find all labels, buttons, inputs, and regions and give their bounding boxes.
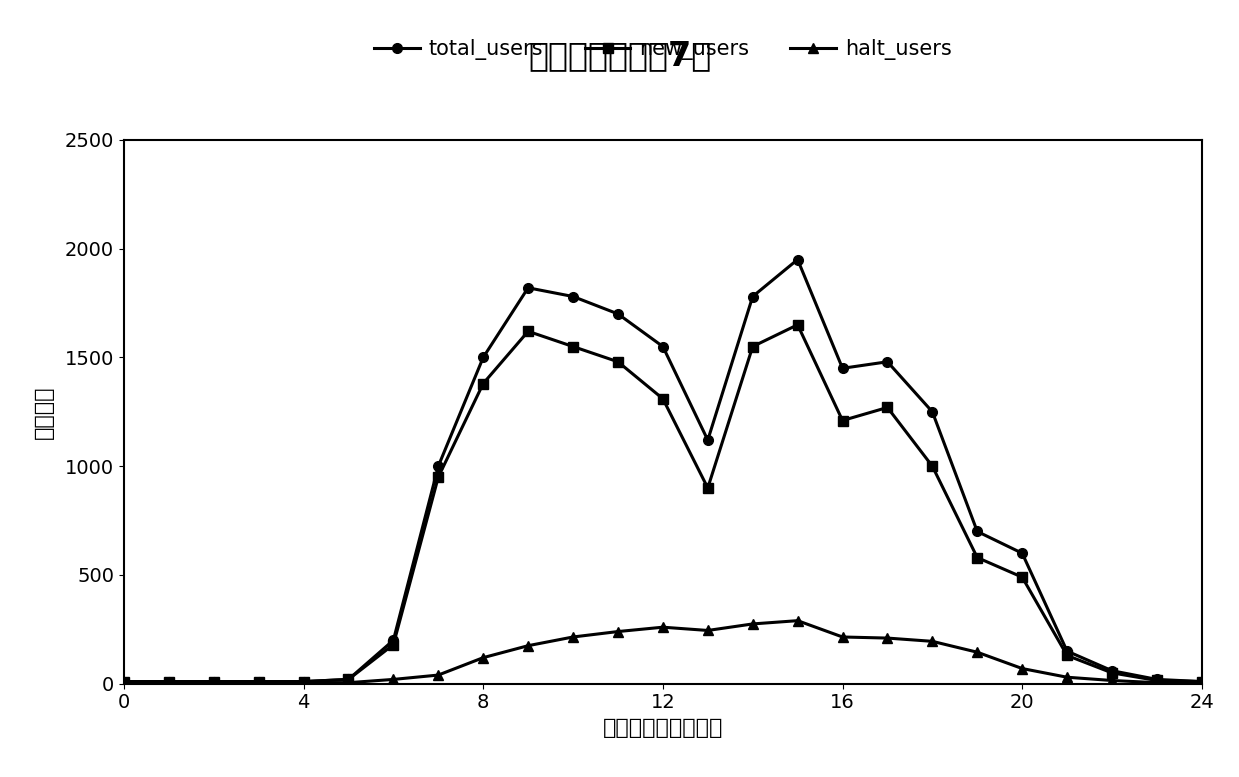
new_users: [252, 677, 266, 686]
halt_users: [611, 627, 626, 636]
new_users: [385, 640, 400, 650]
total_users: [206, 677, 221, 686]
total_users: [565, 292, 580, 301]
halt_users: [206, 678, 221, 688]
new_users: [296, 677, 311, 686]
halt_users: [341, 678, 356, 688]
halt_users: [1015, 664, 1030, 673]
halt_users: [790, 616, 805, 625]
new_users: [835, 416, 850, 425]
total_users: [835, 364, 850, 373]
total_users: [970, 527, 985, 536]
total_users: [880, 357, 895, 367]
Legend: total_users, new_users, halt_users: total_users, new_users, halt_users: [366, 30, 960, 68]
halt_users: [252, 678, 266, 688]
new_users: [700, 483, 715, 493]
new_users: [924, 462, 939, 471]
X-axis label: 一日内时间（小时）: 一日内时间（小时）: [602, 718, 724, 738]
halt_users: [565, 632, 580, 642]
halt_users: [431, 671, 446, 680]
new_users: [611, 357, 626, 367]
total_users: [924, 407, 939, 416]
halt_users: [745, 619, 760, 629]
total_users: [1015, 549, 1030, 558]
total_users: [611, 309, 626, 319]
halt_users: [1150, 678, 1165, 688]
new_users: [431, 472, 446, 482]
total_users: [1150, 674, 1165, 684]
halt_users: [476, 653, 491, 662]
halt_users: [880, 633, 895, 643]
new_users: [880, 402, 895, 412]
new_users: [1059, 651, 1074, 660]
new_users: [116, 677, 131, 686]
new_users: [565, 342, 580, 351]
new_users: [970, 553, 985, 563]
Line: new_users: new_users: [119, 320, 1207, 686]
total_users: [1104, 666, 1119, 675]
total_users: [116, 677, 131, 686]
new_users: [745, 342, 760, 351]
Y-axis label: 用户数量: 用户数量: [33, 385, 53, 438]
new_users: [520, 326, 535, 336]
new_users: [1104, 668, 1119, 678]
total_users: [476, 353, 491, 362]
total_users: [431, 462, 446, 471]
new_users: [1015, 573, 1030, 582]
halt_users: [520, 641, 535, 650]
total_users: [790, 255, 805, 264]
total_users: [341, 674, 356, 684]
new_users: [206, 677, 221, 686]
total_users: [520, 283, 535, 292]
total_users: [161, 677, 176, 686]
halt_users: [1194, 678, 1209, 688]
new_users: [655, 394, 670, 403]
total_users: [252, 677, 266, 686]
halt_users: [1059, 673, 1074, 682]
halt_users: [655, 622, 670, 632]
halt_users: [835, 632, 850, 642]
total_users: [1194, 677, 1209, 686]
halt_users: [700, 625, 715, 635]
total_users: [745, 292, 760, 301]
new_users: [790, 320, 805, 329]
Text: 手机基站（编号7）: 手机基站（编号7）: [528, 39, 711, 71]
total_users: [655, 342, 670, 351]
halt_users: [116, 678, 131, 688]
total_users: [296, 677, 311, 686]
new_users: [476, 379, 491, 388]
Line: halt_users: halt_users: [119, 616, 1207, 688]
halt_users: [296, 678, 311, 688]
total_users: [385, 636, 400, 645]
halt_users: [970, 647, 985, 657]
halt_users: [924, 636, 939, 646]
halt_users: [1104, 676, 1119, 685]
new_users: [341, 674, 356, 684]
total_users: [1059, 646, 1074, 656]
Line: total_users: total_users: [119, 255, 1207, 686]
halt_users: [385, 674, 400, 684]
halt_users: [161, 678, 176, 688]
new_users: [1194, 677, 1209, 686]
total_users: [700, 435, 715, 444]
new_users: [161, 677, 176, 686]
new_users: [1150, 676, 1165, 685]
